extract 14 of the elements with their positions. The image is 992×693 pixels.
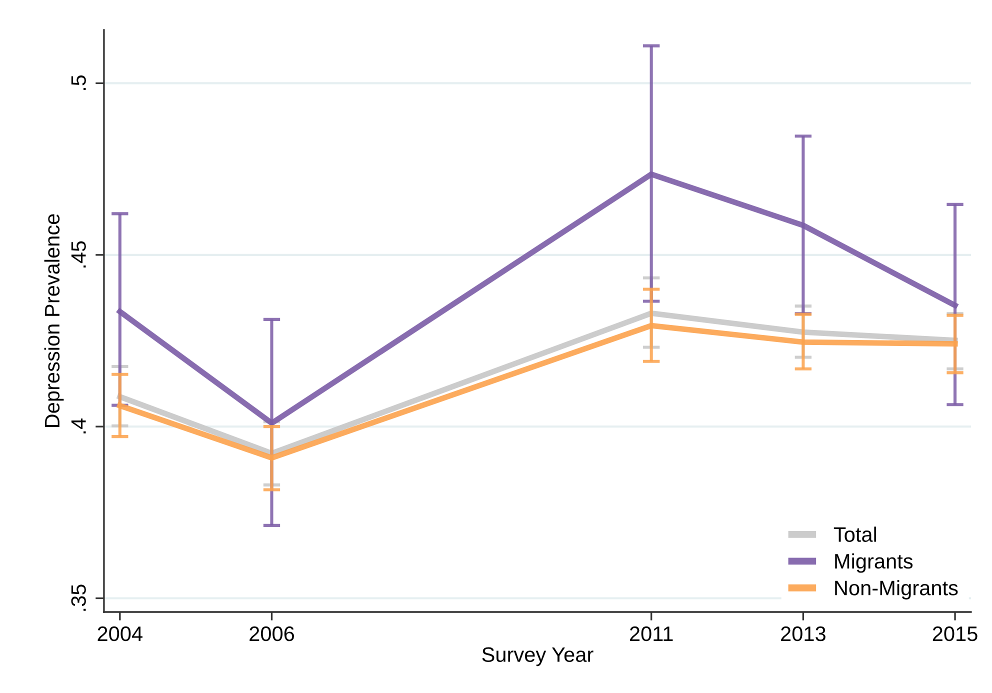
x-tick-label: 2006 xyxy=(250,626,294,642)
legend-label: Non-Migrants xyxy=(835,580,958,600)
legend-label: Total xyxy=(834,526,876,542)
y-tick-label: .5 xyxy=(71,75,86,90)
x-tick-label: 2015 xyxy=(932,626,978,642)
x-tick-label: 2011 xyxy=(630,626,673,642)
x-tick-label: 2013 xyxy=(781,626,826,642)
x-tick-label: 2004 xyxy=(98,626,142,642)
y-tick-label: .45 xyxy=(71,241,86,268)
y-tick-label: .4 xyxy=(71,418,86,434)
y-tick-label: .35 xyxy=(71,584,86,611)
legend-label: Migrants xyxy=(835,553,913,573)
x-axis-title: Survey Year xyxy=(482,647,594,666)
y-axis-title: Depression Prevalence xyxy=(44,214,64,427)
